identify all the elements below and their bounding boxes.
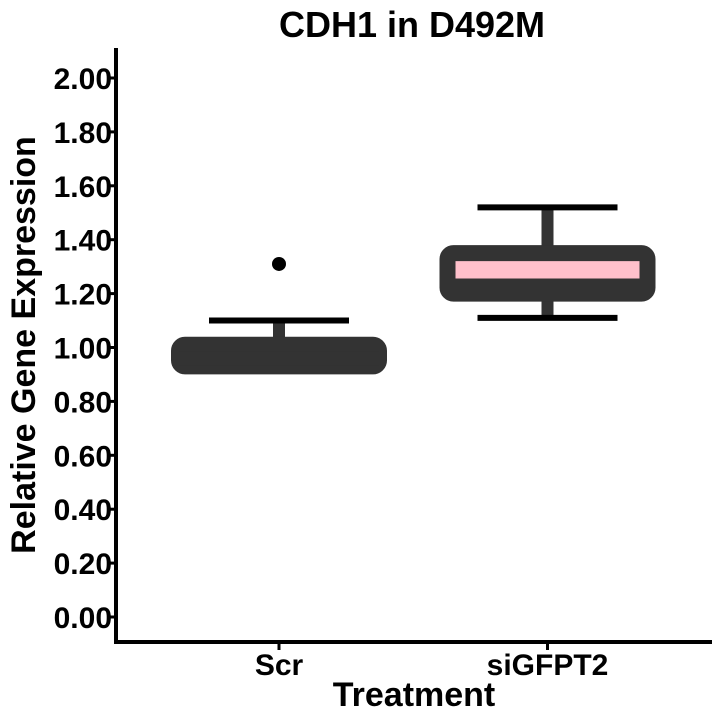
outlier-point xyxy=(272,256,286,271)
x-tick-label: Scr xyxy=(255,649,304,682)
y-tick-label: 0.20 xyxy=(54,548,112,581)
y-tick-label: 0.80 xyxy=(54,386,112,419)
y-tick-label: 1.80 xyxy=(54,117,112,150)
chart-title: CDH1 in D492M xyxy=(279,4,545,45)
x-axis-label: Treatment xyxy=(333,676,496,714)
y-tick-label: 0.40 xyxy=(54,494,112,527)
x-tick-label: siGFPT2 xyxy=(487,649,609,682)
y-axis-label: Relative Gene Expression xyxy=(5,136,43,554)
y-tick-label: 0.00 xyxy=(54,602,112,635)
y-tick-label: 0.60 xyxy=(54,440,112,473)
y-tick-label: 1.40 xyxy=(54,225,112,258)
y-tick-label: 2.00 xyxy=(54,63,112,96)
y-tick-label: 1.20 xyxy=(54,279,112,312)
y-axis-ticks: 0.00 0.20 0.40 0.60 0.80 1.00 1.20 1.40 1.60 1.80… xyxy=(54,63,116,635)
boxes-layer xyxy=(171,204,656,375)
y-tick-label: 1.60 xyxy=(54,171,112,204)
y-tick-label: 1.00 xyxy=(54,333,112,366)
